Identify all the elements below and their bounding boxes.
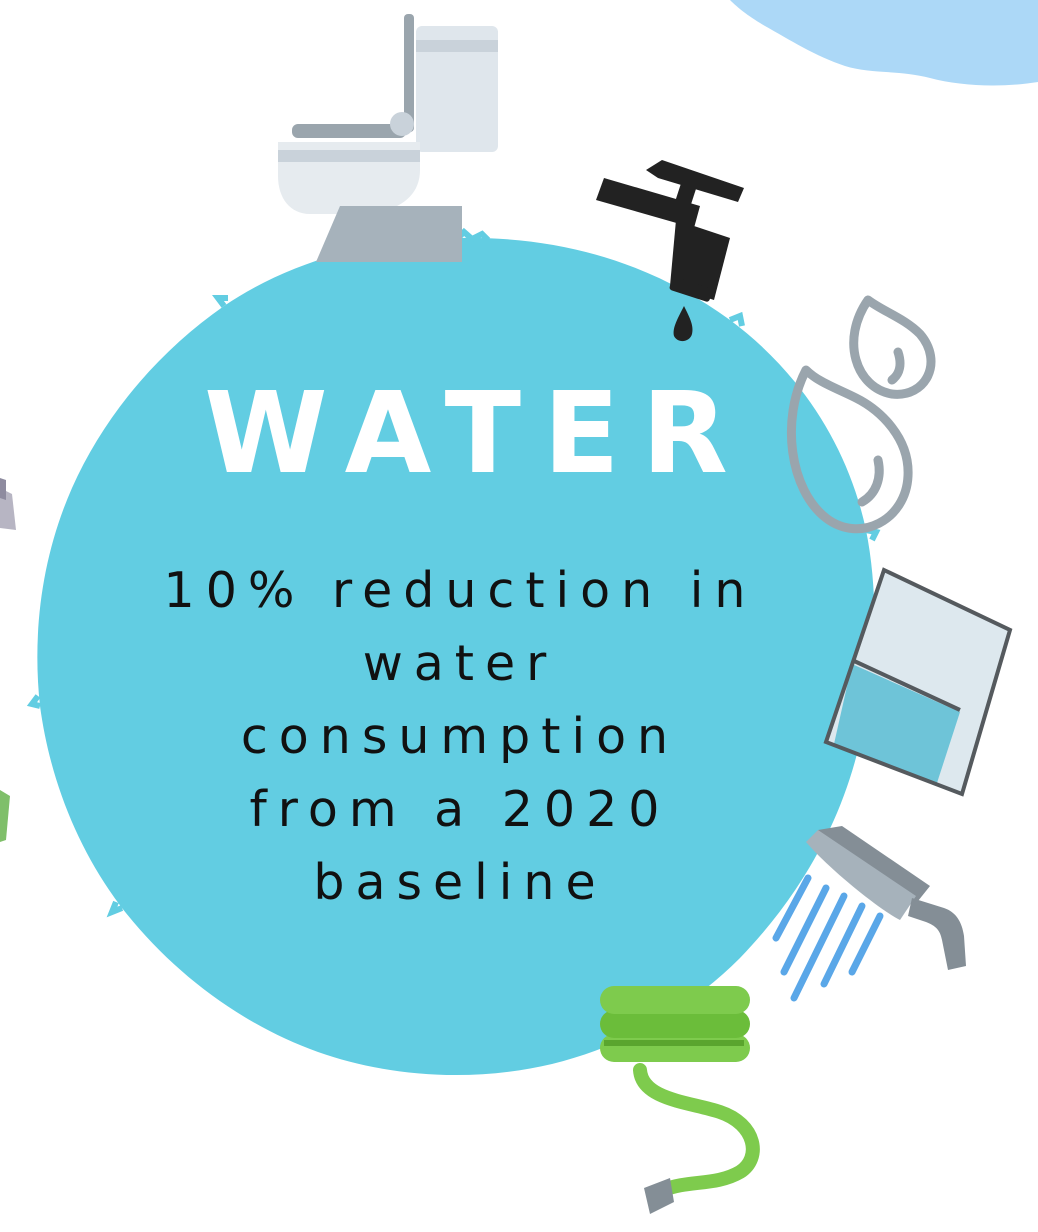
- target-statement: 10% reduction in water consumption from …: [70, 554, 850, 919]
- target-line: 10% reduction in: [163, 562, 757, 619]
- water-drops-icon: [786, 295, 936, 534]
- garden-hose-icon: [600, 986, 760, 1214]
- water-glass-icon: [823, 567, 1013, 797]
- tap-icon: [596, 160, 744, 342]
- shower-head-icon: [772, 826, 966, 1002]
- target-line: water: [362, 635, 558, 692]
- target-line: baseline: [313, 854, 607, 911]
- partial-left-icon: [0, 478, 16, 530]
- corner-splash: [730, 0, 1038, 86]
- target-line: consumption: [240, 708, 680, 765]
- heading: WATER: [204, 369, 750, 499]
- toilet-icon: [278, 14, 498, 262]
- water-circle: [26, 227, 881, 1076]
- partial-leaf-icon: [0, 790, 10, 842]
- target-line: from a 2020: [249, 781, 671, 838]
